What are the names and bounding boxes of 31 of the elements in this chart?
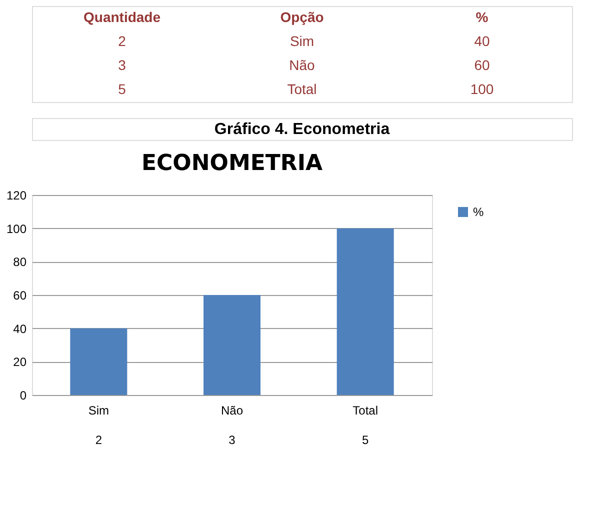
text: 60 — [474, 57, 490, 73]
text: 3 — [118, 57, 126, 73]
text: 2 — [95, 433, 102, 447]
chart-title: ECONOMETRIA — [141, 151, 323, 176]
text: Quantidade — [83, 9, 161, 25]
text: Gráfico 4. Econometria — [214, 121, 390, 138]
x-tick-label: Não — [220, 404, 244, 418]
text: 40 — [474, 33, 490, 49]
text: Sim — [290, 33, 314, 49]
y-tick-label: 20 — [13, 355, 27, 370]
y-tick-label: 60 — [13, 288, 27, 302]
legend-label: % — [473, 205, 484, 219]
x-tick-label: Total — [352, 404, 378, 418]
x-tick-label: Sim — [88, 404, 110, 418]
text: % — [476, 9, 489, 25]
y-tick-label: 120 — [6, 188, 27, 202]
text: Não — [289, 57, 316, 73]
bar — [336, 228, 394, 395]
y-tick-label: 40 — [13, 322, 27, 336]
text: Opção — [280, 9, 324, 25]
text: 5 — [362, 433, 369, 447]
text: 3 — [228, 433, 236, 447]
y-tick-label: 100 — [6, 222, 27, 236]
y-tick-label: 80 — [13, 255, 27, 270]
y-tick-label: 0 — [20, 388, 27, 402]
bar — [204, 295, 260, 395]
text: 5 — [118, 81, 126, 97]
bar — [70, 328, 128, 395]
text: Total — [287, 81, 317, 97]
text: 2 — [118, 33, 126, 49]
text: 100 — [470, 81, 494, 97]
